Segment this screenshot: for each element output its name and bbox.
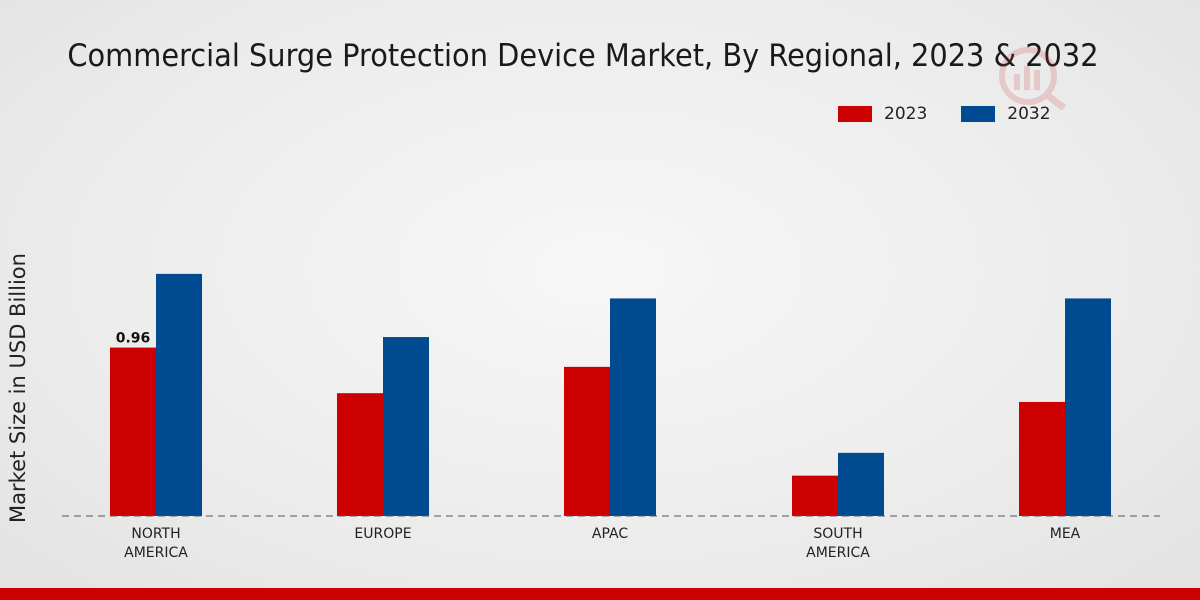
- bar-2023-europe[interactable]: [337, 393, 383, 516]
- x-tick-label: NORTH AMERICA: [124, 526, 188, 561]
- bar-2023-apac[interactable]: [564, 366, 610, 516]
- bar-2032-north-america[interactable]: [156, 273, 202, 516]
- bar-2023-south-america[interactable]: [792, 475, 838, 516]
- legend: 2023 2032: [838, 104, 1085, 124]
- bar-2023-north-america[interactable]: [110, 347, 156, 516]
- bar-2032-apac[interactable]: [610, 298, 656, 516]
- legend-item-2032[interactable]: 2032: [961, 104, 1051, 124]
- footer-bar: [0, 588, 1200, 600]
- x-tick-label: EUROPE: [354, 526, 411, 542]
- x-tick-label: APAC: [592, 526, 628, 542]
- legend-item-2023[interactable]: 2023: [838, 104, 927, 124]
- watermark-logo-icon: [999, 47, 1067, 110]
- bar-2032-mea[interactable]: [1065, 298, 1111, 516]
- legend-swatch-2023: [838, 106, 872, 122]
- x-tick-label: SOUTH AMERICA: [806, 526, 870, 561]
- data-label: 0.96: [116, 331, 151, 347]
- legend-swatch-2032: [961, 106, 996, 122]
- bar-2032-europe[interactable]: [383, 337, 429, 516]
- legend-label-2032: 2032: [1007, 104, 1051, 124]
- x-tick-label: MEA: [1050, 526, 1081, 542]
- bar-2032-south-america[interactable]: [838, 452, 884, 516]
- chart-title: Commercial Surge Protection Device Marke…: [67, 38, 1099, 74]
- bar-2023-mea[interactable]: [1019, 401, 1065, 516]
- legend-label-2023: 2023: [884, 104, 928, 124]
